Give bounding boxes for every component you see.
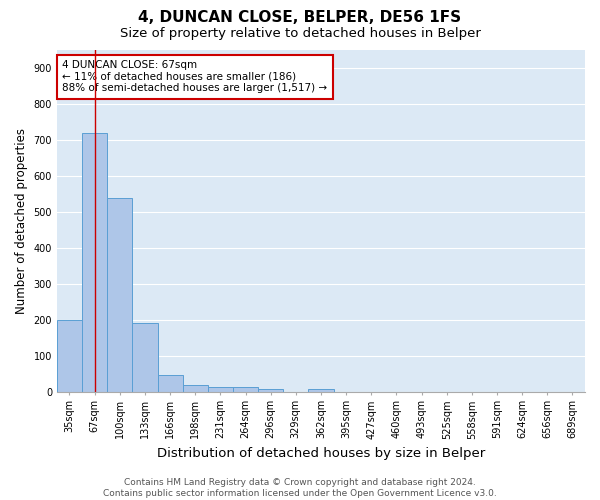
Text: Size of property relative to detached houses in Belper: Size of property relative to detached ho…: [119, 28, 481, 40]
Text: 4, DUNCAN CLOSE, BELPER, DE56 1FS: 4, DUNCAN CLOSE, BELPER, DE56 1FS: [139, 10, 461, 25]
Bar: [258, 388, 283, 392]
Bar: [107, 198, 133, 392]
Bar: [182, 384, 208, 392]
Bar: [158, 375, 182, 392]
Text: 4 DUNCAN CLOSE: 67sqm
← 11% of detached houses are smaller (186)
88% of semi-det: 4 DUNCAN CLOSE: 67sqm ← 11% of detached …: [62, 60, 328, 94]
Text: Contains HM Land Registry data © Crown copyright and database right 2024.
Contai: Contains HM Land Registry data © Crown c…: [103, 478, 497, 498]
Bar: [233, 387, 258, 392]
Bar: [308, 388, 334, 392]
Bar: [57, 320, 82, 392]
X-axis label: Distribution of detached houses by size in Belper: Distribution of detached houses by size …: [157, 447, 485, 460]
Bar: [208, 387, 233, 392]
Y-axis label: Number of detached properties: Number of detached properties: [15, 128, 28, 314]
Bar: [133, 322, 158, 392]
Bar: [82, 132, 107, 392]
